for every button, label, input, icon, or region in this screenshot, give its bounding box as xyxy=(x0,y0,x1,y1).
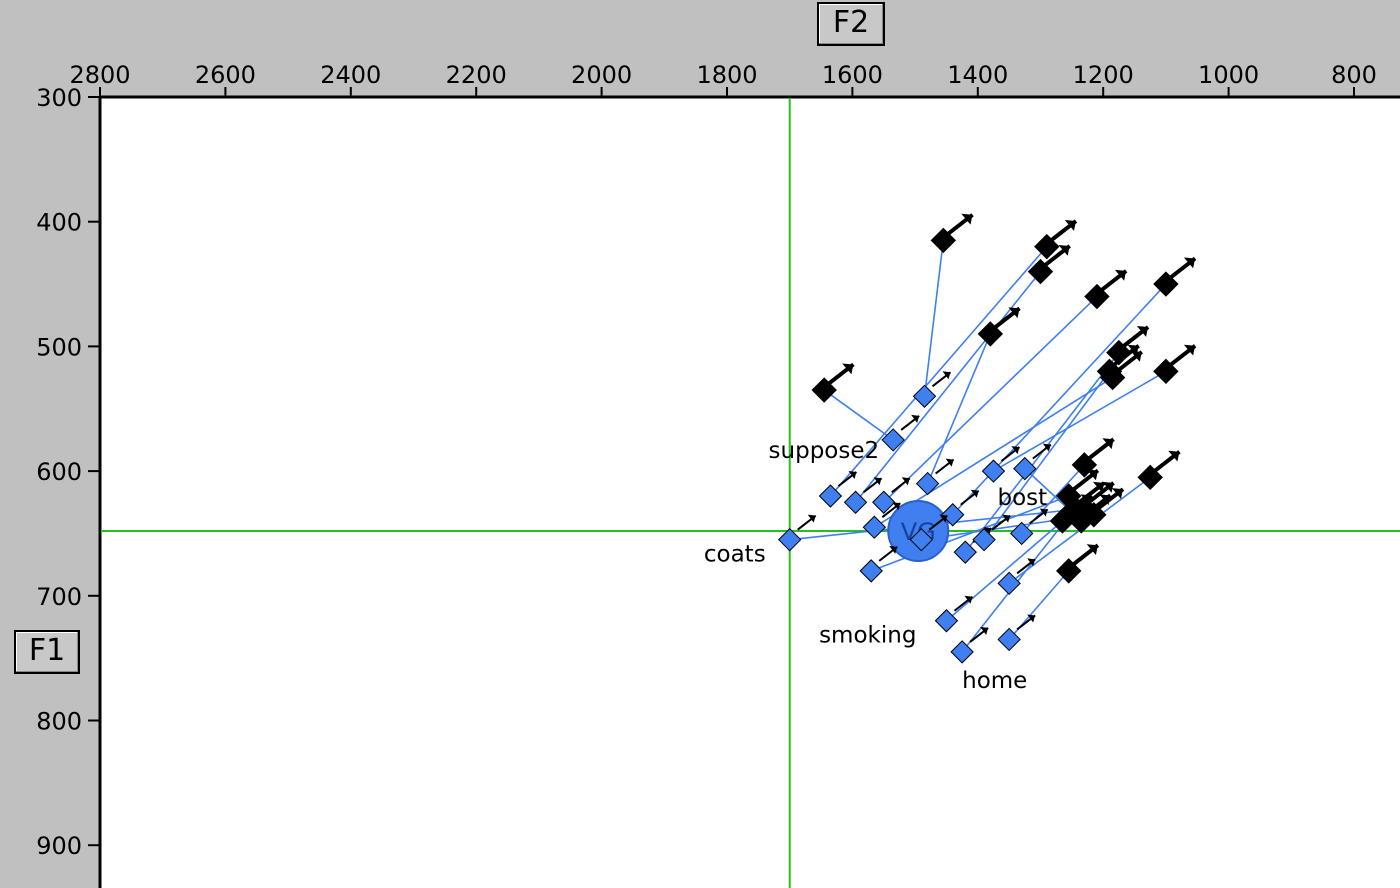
mean-marker xyxy=(887,499,950,562)
token-arrow-icon xyxy=(862,477,883,494)
token-point xyxy=(909,527,934,552)
target-arrow-icon xyxy=(993,306,1021,330)
target-arrow-icon xyxy=(1168,256,1197,280)
trajectory-line xyxy=(945,520,1063,622)
target-arrow-icon xyxy=(1112,344,1140,367)
token-point xyxy=(872,490,896,514)
token-point xyxy=(777,527,802,552)
token-point xyxy=(981,459,1006,483)
token-arrow-icon xyxy=(837,471,858,487)
token-arrow-icon xyxy=(969,626,989,643)
y-tick-label: 400 xyxy=(36,209,82,237)
token-point xyxy=(818,484,843,508)
x-tick-label: 1400 xyxy=(947,61,1008,89)
target-arrow-icon xyxy=(1071,543,1100,567)
trajectory-line xyxy=(883,295,1098,503)
x-tick-label: 2600 xyxy=(195,61,256,89)
token-point xyxy=(1013,456,1037,481)
y-tick-label: 900 xyxy=(36,832,82,860)
token-arrow-icon xyxy=(797,514,817,531)
y-tick-label: 600 xyxy=(36,458,82,486)
x-tick-label: 800 xyxy=(1331,61,1377,89)
target-arrow-icon xyxy=(1049,219,1078,243)
trajectory-line xyxy=(926,333,992,484)
trajectory-line xyxy=(983,370,1111,541)
trajectory-line xyxy=(923,240,945,397)
y-tick-label: 500 xyxy=(36,333,82,361)
x-tick-label: 2800 xyxy=(69,61,130,89)
token-arrow-icon xyxy=(878,545,898,562)
token-point xyxy=(912,384,937,408)
token-point xyxy=(915,471,940,496)
token-arrow-icon xyxy=(991,514,1011,531)
trajectory-line xyxy=(993,370,1167,472)
x-tick-label: 2400 xyxy=(320,61,381,89)
x-tick-label: 1800 xyxy=(696,61,757,89)
token-arrow-icon xyxy=(1029,508,1049,525)
y-tick-label: 800 xyxy=(36,708,82,736)
token-arrow-icon xyxy=(953,595,974,612)
token-point xyxy=(862,515,887,539)
token-arrow-icon xyxy=(1016,558,1036,575)
token-point xyxy=(997,571,1021,596)
trajectory-line xyxy=(961,508,1076,653)
target-arrow-icon xyxy=(1115,350,1144,374)
target-arrow-icon xyxy=(1043,244,1071,268)
token-label: bost xyxy=(997,485,1047,511)
y-tick-label: 300 xyxy=(36,84,82,112)
token-arrow-icon xyxy=(881,502,901,519)
token-label: coats xyxy=(704,542,766,568)
x-tick-label: 2200 xyxy=(446,61,507,89)
token-point xyxy=(997,627,1021,652)
target-arrow-icon xyxy=(1071,468,1100,492)
target-arrow-icon xyxy=(1121,325,1150,349)
x-tick-label: 2000 xyxy=(571,61,632,89)
f2-axis-button[interactable]: F2 xyxy=(817,2,885,46)
token-point xyxy=(941,503,965,527)
target-arrow-icon xyxy=(1168,344,1197,367)
target-point xyxy=(1049,508,1076,534)
token-point xyxy=(859,559,883,583)
token-point xyxy=(953,540,977,564)
target-arrow-icon xyxy=(1152,450,1181,473)
token-arrow-icon xyxy=(1016,614,1036,631)
token-arrow-icon xyxy=(891,477,911,494)
token-label: smoking xyxy=(819,623,916,649)
token-point xyxy=(1009,521,1034,546)
x-tick-label: 1000 xyxy=(1198,61,1259,89)
token-arrow-icon xyxy=(928,514,948,531)
token-arrow-icon xyxy=(900,414,920,431)
trajectory-line xyxy=(823,389,894,441)
token-arrow-icon xyxy=(1000,446,1021,462)
plot-area xyxy=(100,97,1400,888)
x-tick-label: 1600 xyxy=(822,61,883,89)
f1-axis-button[interactable]: F1 xyxy=(14,630,80,674)
token-point xyxy=(934,609,959,633)
token-point xyxy=(881,428,905,452)
token-arrow-icon xyxy=(1032,443,1052,460)
token-arrow-icon xyxy=(931,371,952,388)
target-arrow-icon xyxy=(1087,437,1115,461)
target-arrow-icon xyxy=(1077,481,1106,505)
token-arrow-icon xyxy=(935,458,955,475)
trajectory-line xyxy=(829,246,1048,497)
token-label: suppose2 xyxy=(769,438,880,464)
target-arrow-icon xyxy=(1099,269,1128,293)
token-point xyxy=(972,527,996,552)
token-point xyxy=(843,490,868,514)
x-tick-label: 1200 xyxy=(1073,61,1134,89)
target-arrow-icon xyxy=(946,213,974,236)
target-arrow-icon xyxy=(1096,487,1125,511)
y-tick-label: 700 xyxy=(36,583,82,611)
trajectory-line xyxy=(854,271,1042,503)
token-arrow-icon xyxy=(960,489,980,506)
token-point xyxy=(950,640,974,664)
token-label: home xyxy=(962,668,1027,694)
target-arrow-icon xyxy=(826,362,855,386)
